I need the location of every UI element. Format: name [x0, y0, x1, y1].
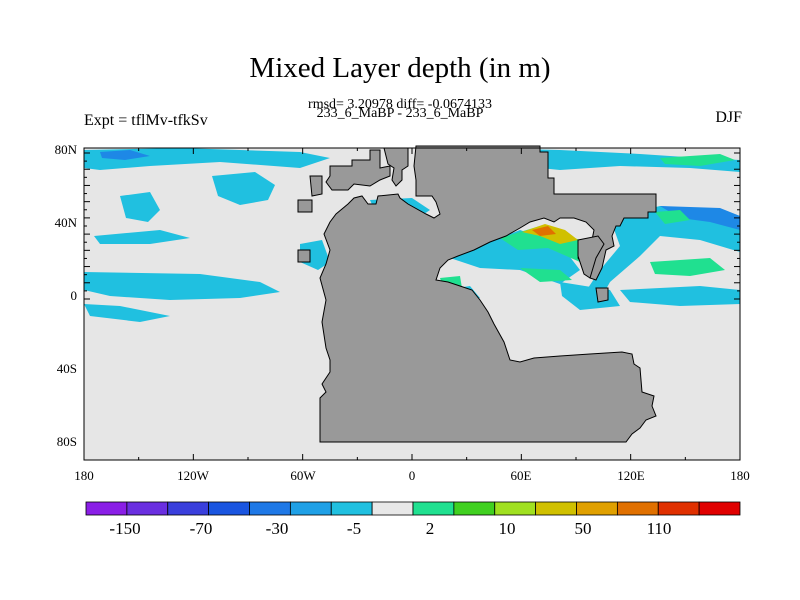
x-tick-label: 60W [290, 468, 316, 483]
colorbar-swatch [616, 501, 659, 516]
land-mass [319, 145, 657, 443]
colorbar-swatch [576, 501, 618, 516]
colorbar-swatch [698, 501, 741, 516]
anomaly-patch [100, 150, 150, 160]
anomaly-patch [580, 206, 740, 300]
anomaly-patch [84, 304, 170, 322]
y-tick-label: 0 [71, 288, 78, 303]
y-tick-label: 80N [55, 142, 78, 157]
anomaly-patch [655, 210, 690, 224]
colorbar-swatch [167, 501, 210, 516]
colorbar-label: -5 [347, 519, 361, 538]
colorbar-label: 50 [575, 519, 592, 538]
x-tick-label: 120E [617, 468, 645, 483]
anomaly-patch [120, 192, 160, 222]
colorbar-label: -150 [109, 519, 140, 538]
land-mass [383, 147, 409, 187]
colorbar-label: -70 [190, 519, 213, 538]
colorbar [85, 501, 741, 516]
colorbar-swatch [494, 501, 537, 516]
colorbar-swatch [85, 501, 128, 516]
x-tick-label: 180 [730, 468, 750, 483]
colorbar-label: 2 [426, 519, 435, 538]
anomaly-patch [500, 226, 600, 262]
season-label: DJF [715, 109, 742, 126]
map-area [84, 145, 740, 460]
land-mass [309, 175, 323, 197]
colorbar-swatch [330, 501, 373, 516]
rmsd-diff-stats: rmsd= 3.20978 diff= -0.0674133 [308, 97, 492, 112]
x-tick-label: 180 [74, 468, 94, 483]
land-mass [595, 287, 609, 303]
colorbar-swatch [208, 501, 250, 516]
plot-title: Mixed Layer depth (in m) [249, 52, 551, 84]
anomaly-patch [620, 286, 740, 306]
anomaly-patch [660, 154, 735, 166]
colorbar-swatch [126, 501, 169, 516]
y-tick-label: 40N [55, 215, 78, 230]
experiment-label: Expt = tflMv-tfkSv [84, 112, 208, 129]
land-mass [297, 249, 311, 263]
x-tick-label: 0 [409, 468, 416, 483]
colorbar-swatch [657, 501, 700, 516]
colorbar-label: -30 [266, 519, 289, 538]
y-tick-label: 80S [57, 434, 77, 449]
anomaly-patch [84, 148, 330, 170]
land-masses [297, 145, 657, 443]
x-tick-label: 120W [177, 468, 210, 483]
colorbar-swatch [412, 501, 455, 516]
colorbar-swatch [453, 501, 496, 516]
x-tick-label: 60E [511, 468, 532, 483]
colorbar-swatch [289, 501, 332, 516]
anomaly-patch [532, 226, 556, 236]
colorbar-swatch [249, 501, 291, 516]
anomaly-patch [650, 258, 725, 276]
colorbar-label: 10 [499, 519, 516, 538]
anomaly-patch [84, 272, 280, 300]
axis-ticks [83, 148, 741, 460]
land-mass [577, 235, 605, 279]
anomaly-patch [520, 268, 572, 282]
plot-subtitle: 233_6_MaBP - 233_6_MaBP [316, 106, 484, 121]
colorbar-swatch [535, 501, 577, 516]
colorbar-label: 110 [647, 519, 672, 538]
land-mass [297, 199, 313, 213]
anomaly-patch [94, 230, 190, 244]
land-mass [325, 149, 391, 191]
colorbar-swatch [371, 501, 414, 516]
y-tick-label: 40S [57, 361, 77, 376]
anomaly-patch [212, 172, 275, 205]
